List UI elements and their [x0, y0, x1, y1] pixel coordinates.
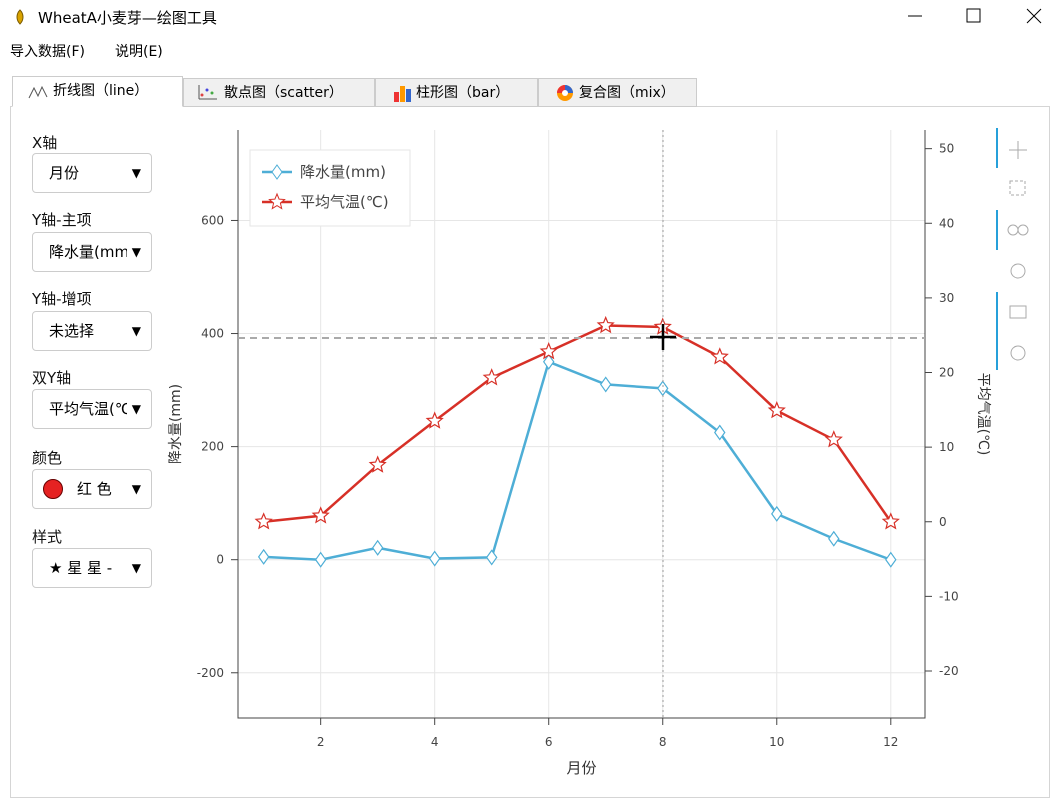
series-line: [263, 324, 892, 523]
y2-tick-label: 30: [939, 291, 954, 305]
y2-tick-label: 20: [939, 366, 954, 380]
dropdown-value: 月份: [49, 164, 80, 182]
y2-tick-label: -20: [939, 664, 959, 678]
toolbar[interactable]: [996, 128, 1029, 370]
field-label: X轴: [32, 134, 58, 152]
cursor: [650, 324, 676, 350]
window-title: WheatA小麦芽—绘图工具: [38, 9, 217, 27]
dropdown[interactable]: 月份 ▼: [32, 153, 152, 193]
marker: [482, 368, 501, 386]
field-label: Y轴-主项: [32, 211, 92, 229]
y-tick-label: 600: [201, 213, 224, 227]
x-tick-label: 10: [769, 735, 784, 749]
dropdown[interactable]: 红 色 ▼: [32, 469, 152, 509]
marker: [371, 539, 384, 556]
tab-icon: [557, 85, 573, 101]
field-label: 样式: [32, 528, 63, 546]
menu-item[interactable]: 导入数据(F): [10, 44, 85, 60]
menu-item[interactable]: 说明(E): [115, 44, 163, 60]
y-axis-label: 降水量(mm): [168, 384, 184, 464]
marker: [254, 512, 273, 530]
legend-label: 降水量(mm): [300, 163, 386, 181]
marker: [485, 549, 498, 566]
dropdown[interactable]: 降水量(mm) ▼: [32, 232, 152, 272]
dropdown-value: ★ 星 星 -: [49, 559, 113, 577]
marker: [425, 411, 444, 429]
marker: [657, 380, 669, 397]
marker: [596, 315, 615, 334]
marker: [314, 551, 327, 568]
y-tick-label: 0: [216, 553, 224, 567]
marker: [428, 550, 441, 567]
marker: [714, 424, 726, 441]
legend-box: [249, 149, 411, 227]
x-tick-label: 6: [545, 735, 553, 749]
x-tick-label: 12: [883, 735, 898, 749]
y-tick-label: 400: [201, 327, 224, 341]
legend-marker: [268, 192, 286, 210]
tab[interactable]: 复合图（mix）: [538, 78, 697, 107]
y2-tick-label: 40: [939, 216, 954, 230]
dropdown[interactable]: 平均气温(℃) ▼: [32, 389, 152, 429]
tab[interactable]: 柱形图（bar）: [375, 78, 538, 107]
marker: [599, 376, 612, 393]
y2-tick-label: 10: [939, 440, 954, 454]
tab[interactable]: 散点图（scatter）: [183, 78, 375, 107]
dropdown-arrow: ▼: [131, 166, 141, 180]
color-swatch: [43, 479, 63, 499]
dropdown-arrow: ▼: [131, 561, 141, 575]
marker: [824, 430, 843, 448]
x-tick-label: 8: [659, 735, 667, 749]
field-label: 颜色: [32, 449, 63, 467]
dropdown[interactable]: ★ 星 星 - ▼: [32, 548, 152, 588]
field-label: 双Y轴: [32, 369, 72, 387]
y2-tick-label: 50: [939, 142, 954, 156]
y2-axis-label: 平均气温(℃): [975, 373, 991, 456]
marker: [771, 505, 783, 522]
y2-tick-label: -10: [939, 589, 959, 603]
axes: [237, 130, 926, 719]
dropdown-arrow: ▼: [131, 324, 141, 338]
y-tick-label: 200: [201, 440, 224, 454]
marker: [539, 342, 558, 360]
legend-marker: [271, 164, 283, 180]
marker: [881, 512, 900, 530]
dropdown[interactable]: 未选择 ▼: [32, 311, 152, 351]
dropdown-value: 平均气温(℃): [49, 400, 127, 418]
y-tick-label: -200: [197, 666, 224, 680]
marker: [885, 551, 897, 568]
app-icon: [16, 9, 24, 25]
dropdown-value: 降水量(mm): [49, 243, 127, 261]
marker: [542, 353, 555, 370]
x-axis-label: 月份: [566, 759, 596, 777]
tab-icon: [198, 85, 217, 100]
dropdown-arrow: ▼: [131, 402, 141, 416]
dropdown-value: 红 色: [77, 480, 112, 498]
marker: [257, 548, 270, 565]
plot: 2 4 6 8 10 12 -200 0 200 400 600 -20 -10 0 10 20 30 40 50 月…: [168, 130, 991, 777]
tab-icon: [28, 85, 48, 99]
window-controls[interactable]: [900, 6, 1050, 26]
dropdown-arrow: ▼: [131, 482, 141, 496]
dropdown-value: 未选择: [49, 322, 95, 340]
marker: [368, 455, 387, 473]
tab-icon: [394, 86, 411, 102]
marker: [311, 506, 330, 524]
marker: [767, 401, 786, 419]
x-tick-label: 4: [431, 735, 439, 749]
series-line: [263, 360, 892, 561]
x-tick-label: 2: [317, 735, 325, 749]
title-bar: WheatA小麦芽—绘图工具: [0, 0, 1056, 34]
y2-tick-label: 0: [939, 515, 947, 529]
legend-label: 平均气温(℃): [300, 193, 389, 211]
dropdown-arrow: ▼: [131, 245, 141, 259]
marker: [828, 530, 840, 547]
marker: [710, 347, 729, 365]
field-label: Y轴-增项: [32, 290, 92, 308]
